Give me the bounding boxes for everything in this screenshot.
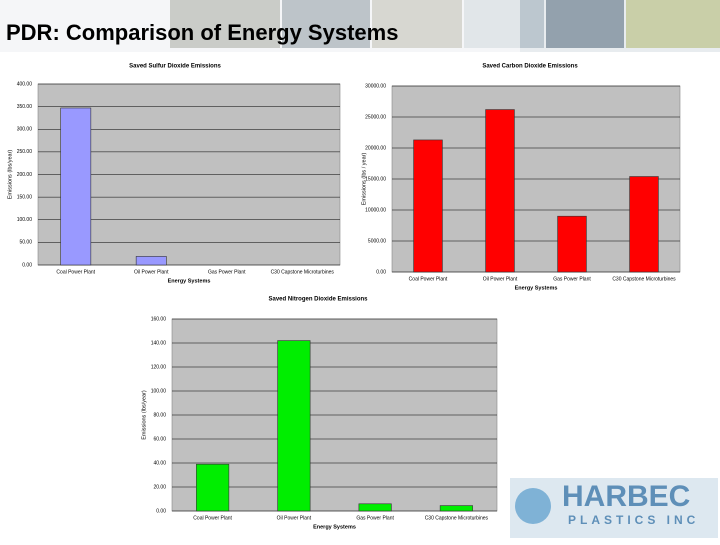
y-tick-label: 25000.00 bbox=[365, 114, 386, 120]
y-tick-label: 350.00 bbox=[17, 104, 33, 110]
x-tick-label: Gas Power Plant bbox=[208, 269, 246, 275]
y-tick-label: 300.00 bbox=[17, 127, 33, 133]
x-tick-label: C30 Capstone Microturbines bbox=[271, 269, 335, 275]
bar bbox=[358, 503, 392, 512]
x-tick-label: Gas Power Plant bbox=[553, 276, 591, 282]
bar bbox=[629, 176, 659, 273]
x-tick-label: C30 Capstone Microturbines bbox=[612, 276, 676, 282]
x-tick-label: Coal Power Plant bbox=[56, 269, 95, 275]
y-tick-label: 20000.00 bbox=[365, 145, 386, 151]
y-tick-label: 250.00 bbox=[17, 149, 33, 155]
bar bbox=[557, 215, 587, 273]
chart-title: Saved Sulfur Dioxide Emissions bbox=[129, 64, 221, 70]
chart-title: Saved Nitrogen Dioxide Emissions bbox=[268, 297, 368, 303]
x-tick-label: Oil Power Plant bbox=[277, 515, 312, 521]
x-tick-label: Coal Power Plant bbox=[193, 515, 232, 521]
y-tick-label: 120.00 bbox=[151, 364, 167, 370]
y-tick-label: 40.00 bbox=[153, 460, 166, 466]
logo-name: HARBEC bbox=[562, 480, 690, 513]
y-tick-label: 100.00 bbox=[17, 217, 33, 223]
y-tick-label: 160.00 bbox=[151, 316, 167, 322]
x-tick-label: Coal Power Plant bbox=[409, 276, 448, 282]
bar bbox=[135, 256, 167, 266]
bar bbox=[485, 109, 515, 273]
bar bbox=[60, 107, 92, 266]
y-tick-label: 80.00 bbox=[153, 412, 166, 418]
x-tick-label: C30 Capstone Microturbines bbox=[425, 515, 489, 521]
header-fade bbox=[0, 0, 520, 52]
y-tick-label: 20.00 bbox=[153, 484, 166, 490]
y-tick-label: 60.00 bbox=[153, 436, 166, 442]
bar bbox=[196, 463, 230, 512]
y-axis-label: Emissions (lbs/year) bbox=[7, 150, 13, 200]
bar bbox=[439, 505, 473, 512]
x-axis-label: Energy Systems bbox=[168, 278, 211, 284]
logo: HARBEC PLASTICS INC bbox=[510, 478, 718, 538]
slide-title: PDR: Comparison of Energy Systems bbox=[6, 20, 398, 45]
logo-globe bbox=[515, 488, 551, 524]
y-tick-label: 50.00 bbox=[19, 240, 32, 246]
y-tick-label: 200.00 bbox=[17, 172, 33, 178]
y-tick-label: 0.00 bbox=[22, 262, 32, 268]
y-tick-label: 0.00 bbox=[156, 508, 166, 514]
y-tick-label: 0.00 bbox=[376, 269, 386, 275]
bar bbox=[277, 340, 311, 512]
y-axis-label: Emissions (lbs/year) bbox=[141, 390, 147, 440]
header-photo bbox=[546, 0, 624, 48]
header-photo bbox=[626, 0, 720, 48]
x-axis-label: Energy Systems bbox=[515, 285, 558, 291]
x-axis-label: Energy Systems bbox=[313, 524, 356, 530]
y-tick-label: 140.00 bbox=[151, 340, 167, 346]
chart-title: Saved Carbon Dioxide Emissions bbox=[482, 64, 578, 70]
y-tick-label: 15000.00 bbox=[365, 176, 386, 182]
y-tick-label: 150.00 bbox=[17, 194, 33, 200]
x-tick-label: Oil Power Plant bbox=[483, 276, 518, 282]
bar bbox=[413, 139, 443, 273]
y-tick-label: 30000.00 bbox=[365, 83, 386, 89]
x-tick-label: Oil Power Plant bbox=[134, 269, 169, 275]
logo-subtitle: PLASTICS INC bbox=[568, 513, 699, 527]
y-tick-label: 10000.00 bbox=[365, 207, 386, 213]
x-tick-label: Gas Power Plant bbox=[356, 515, 394, 521]
y-tick-label: 100.00 bbox=[151, 388, 167, 394]
y-axis-label: Emissions (lbs / year) bbox=[361, 153, 367, 206]
y-tick-label: 5000.00 bbox=[368, 238, 386, 244]
y-tick-label: 400.00 bbox=[17, 81, 33, 87]
